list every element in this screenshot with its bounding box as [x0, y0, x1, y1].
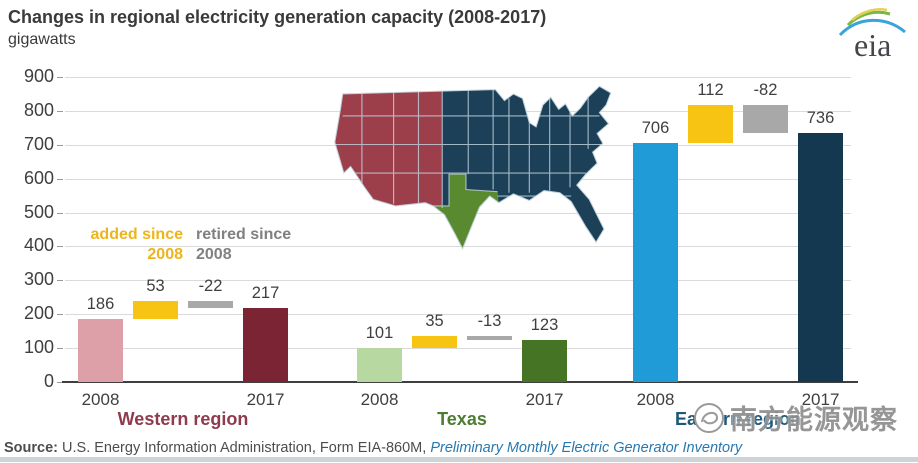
- map-outline: [334, 85, 612, 251]
- legend-added-since-2008: added since 2008: [90, 226, 183, 263]
- chart-title: Changes in regional electricity generati…: [8, 7, 547, 27]
- y-axis-tick-label: 700: [23, 133, 54, 154]
- bar-value-label: -13: [477, 311, 502, 330]
- x-axis-line: [62, 381, 858, 383]
- y-axis-tick-mark: [57, 348, 63, 350]
- map-state-borders: [334, 86, 603, 209]
- x-axis-year-label: 2017: [525, 390, 564, 409]
- source-link[interactable]: Preliminary Monthly Electric Generator I…: [430, 440, 743, 456]
- x-axis-year-label: 2008: [81, 390, 120, 409]
- bar-value-label: 101: [365, 323, 394, 342]
- eia-logo-swoosh-icon: [838, 18, 906, 37]
- y-axis-tick-mark: [57, 212, 63, 214]
- eia-logo-leaf-green: [846, 10, 891, 27]
- source-text: U.S. Energy Information Administration, …: [58, 440, 431, 456]
- y-axis-tick-label: 0: [43, 371, 54, 391]
- x-axis-year-label: 2017: [801, 390, 840, 409]
- region-label-texas: Texas: [437, 409, 487, 429]
- y-axis-tick-label: 300: [23, 269, 54, 290]
- watermark-text: 南方能源观察: [730, 405, 898, 435]
- legend-retired-since-2008: retired since 2008: [196, 226, 292, 263]
- x-axis-year-label: 2017: [246, 390, 285, 409]
- bar-texas-2017-capacity: [522, 340, 567, 382]
- map-western-region: [334, 86, 443, 249]
- bar-western-region-retired-since-2008: [188, 301, 233, 309]
- source-line: Source: U.S. Energy Information Administ…: [4, 440, 742, 456]
- map-texas-region: [429, 174, 499, 249]
- eia-logo-text: eia: [854, 27, 891, 62]
- eia-logo-leaf-yellow: [851, 8, 888, 21]
- bar-western-region-added-since-2008: [133, 301, 178, 319]
- gridline: [65, 77, 851, 78]
- bar-value-label: 706: [641, 118, 670, 137]
- bar-western-region-2008-capacity: [78, 318, 123, 382]
- bar-value-label: 186: [86, 294, 115, 313]
- chart-units-label: gigawatts: [8, 31, 76, 48]
- bar-value-label: 53: [146, 277, 165, 295]
- gridline: [65, 348, 851, 350]
- bar-value-label: 35: [425, 311, 444, 330]
- bar-texas-added-since-2008: [412, 335, 457, 348]
- bar-eastern-region-retired-since-2008: [743, 104, 788, 133]
- y-axis-tick-mark: [57, 246, 63, 248]
- y-axis-tick-mark: [57, 178, 63, 180]
- bar-eastern-region-added-since-2008: [688, 104, 733, 143]
- x-axis-year-label: 2008: [636, 390, 675, 409]
- bar-value-label: 736: [806, 108, 835, 127]
- y-axis-tick-mark: [57, 280, 63, 282]
- y-axis-tick-label: 500: [23, 201, 54, 222]
- bar-texas-2008-capacity: [357, 347, 402, 382]
- source-label: Source:: [4, 440, 58, 456]
- bar-value-label: 123: [530, 316, 559, 335]
- y-axis-tick-label: 600: [23, 167, 54, 188]
- bar-value-label: 217: [251, 284, 280, 303]
- y-axis-tick-label: 200: [23, 303, 54, 324]
- bar-western-region-2017-capacity: [243, 308, 288, 382]
- x-axis-year-label: 2008: [360, 390, 399, 409]
- y-axis-tick-mark: [57, 382, 63, 383]
- y-axis-tick-mark: [57, 314, 63, 316]
- bottom-divider: [0, 457, 918, 462]
- gridline: [65, 280, 851, 282]
- y-axis-tick-label: 900: [23, 66, 54, 86]
- region-label-western-region: Western region: [117, 409, 249, 429]
- y-axis-tick-mark: [57, 110, 63, 112]
- y-axis-tick-mark: [57, 144, 63, 146]
- gridline: [65, 314, 851, 316]
- y-axis-tick-label: 100: [23, 337, 54, 358]
- y-axis-tick-label: 400: [23, 235, 54, 256]
- bar-value-label: -22: [198, 277, 223, 295]
- y-axis-tick-label: 800: [23, 99, 54, 120]
- bar-eastern-region-2017-capacity: [798, 132, 843, 382]
- bar-value-label: 112: [697, 80, 724, 99]
- y-axis-tick-mark: [57, 77, 63, 78]
- bar-texas-retired-since-2008: [467, 335, 512, 341]
- gridline: [65, 246, 851, 248]
- watermark-logo-icon: [694, 402, 724, 433]
- bar-value-label: -82: [753, 80, 778, 99]
- bar-eastern-region-2008-capacity: [633, 142, 678, 382]
- us-regions-map: [334, 85, 612, 251]
- watermark: 南方能源观察: [692, 398, 898, 437]
- eia-logo: eia: [838, 8, 906, 62]
